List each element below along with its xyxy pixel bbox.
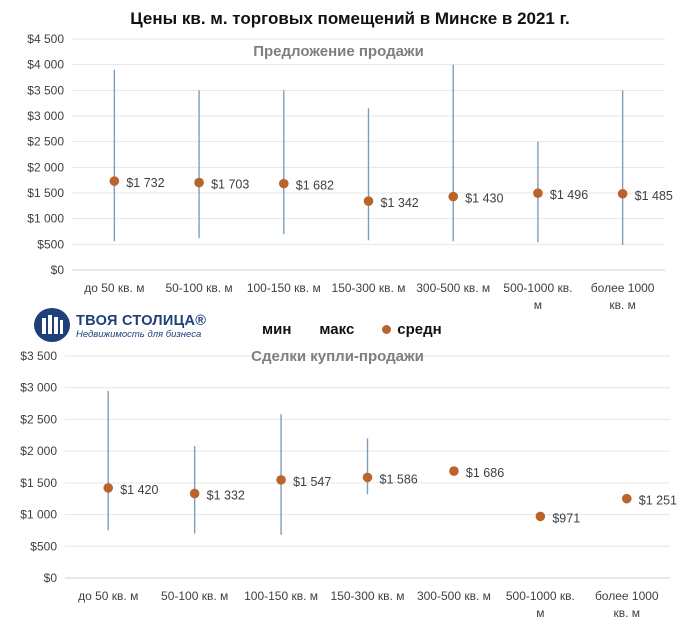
y-tick-label: $4 500	[27, 32, 64, 46]
x-tick-label: м	[536, 606, 544, 620]
y-tick-label: $1 500	[20, 476, 57, 490]
data-label: $1 586	[380, 472, 418, 486]
y-tick-label: $0	[51, 263, 65, 277]
y-tick-label: $2 500	[27, 135, 64, 149]
avg-marker	[535, 511, 546, 522]
data-label: $1 342	[381, 196, 419, 210]
legend-marker-dot	[382, 324, 392, 334]
y-tick-label: $2 500	[20, 412, 57, 426]
data-label: $971	[552, 511, 580, 525]
x-tick-label: кв. м	[614, 606, 641, 620]
avg-marker	[276, 475, 286, 485]
data-label: $1 732	[126, 176, 164, 190]
avg-marker	[103, 483, 114, 493]
building-icon	[34, 308, 70, 342]
x-tick-label: более 1000	[595, 589, 659, 603]
logo-name: ТВОЯ СТОЛИЦА®	[76, 313, 207, 329]
data-label: $1 496	[550, 188, 588, 202]
logo-tagline: Недвижимость для бизнеса	[76, 329, 202, 340]
avg-marker	[278, 178, 289, 189]
x-tick-label: 150-300 кв. м	[332, 281, 406, 295]
x-tick-label: до 50 кв. м	[84, 281, 144, 295]
data-label: $1 703	[211, 178, 249, 192]
avg-marker	[617, 188, 628, 199]
chart-legend: мин макс средн	[262, 318, 470, 340]
legend-item-avg: средн	[382, 320, 442, 338]
y-tick-label: $0	[44, 571, 58, 585]
x-tick-label: 100-150 кв. м	[244, 589, 318, 603]
y-tick-label: $3 000	[27, 109, 64, 123]
chart-deals: $0 $500 $1 000 $1 500 $2 000 $2 500 $3 000 $3 5…	[20, 348, 677, 620]
x-tick-label: 100-150 кв. м	[247, 281, 321, 295]
x-tick-label: 50-100 кв. м	[165, 281, 232, 295]
y-tick-label: $2 000	[20, 444, 57, 458]
y-tick-label: $3 000	[20, 381, 57, 395]
avg-marker	[189, 488, 200, 499]
avg-marker	[194, 177, 204, 188]
chart-title: Цены кв. м. торговых помещений в Минске …	[130, 9, 570, 28]
avg-marker	[449, 466, 459, 476]
x-tick-label: 500-1000 кв.	[503, 281, 572, 295]
avg-marker	[109, 176, 120, 186]
data-label: $1 332	[207, 489, 245, 503]
x-tick-label: более 1000	[591, 281, 655, 295]
data-label: $1 485	[635, 189, 673, 203]
y-tick-label: $4 000	[27, 58, 64, 72]
y-tick-label: $1 000	[27, 212, 64, 226]
x-tick-label: 500-1000 кв.	[506, 589, 575, 603]
x-tick-label: м	[534, 298, 542, 312]
x-tick-label: кв. м	[609, 298, 636, 312]
x-tick-label: 50-100 кв. м	[161, 589, 228, 603]
x-tick-label: 300-500 кв. м	[417, 589, 491, 603]
data-label: $1 682	[296, 179, 334, 193]
avg-marker	[362, 472, 373, 483]
avg-marker	[448, 191, 459, 202]
chart-subtitle: Сделки купли-продажи	[251, 348, 424, 365]
company-logo: ТВОЯ СТОЛИЦА® Недвижимость для бизнеса	[34, 308, 234, 342]
chart-subtitle: Предложение продажи	[253, 43, 424, 60]
legend-label: мин	[262, 320, 292, 338]
legend-label: средн	[397, 320, 442, 338]
y-tick-label: $1 500	[27, 186, 64, 200]
data-label: $1 430	[465, 192, 503, 206]
data-label: $1 547	[293, 475, 331, 489]
avg-marker	[363, 196, 374, 206]
legend-item-max: макс	[319, 321, 354, 338]
x-tick-label: 150-300 кв. м	[331, 589, 405, 603]
legend-label: макс	[319, 320, 355, 338]
x-tick-label: до 50 кв. м	[78, 589, 138, 603]
data-label: $1 686	[466, 466, 504, 480]
y-tick-label: $500	[37, 237, 64, 251]
chart-offer: $0 $500 $1 000 $1 500 $2 000 $2 500 $3 000 $3 5…	[27, 32, 673, 312]
y-tick-label: $3 500	[20, 349, 57, 363]
legend-item-min: мин	[262, 321, 291, 338]
avg-marker	[621, 493, 632, 504]
avg-marker	[533, 188, 543, 199]
data-label: $1 420	[120, 483, 158, 497]
x-tick-label: 300-500 кв. м	[416, 281, 490, 295]
y-tick-label: $3 500	[27, 83, 64, 97]
data-label: $1 251	[639, 494, 677, 508]
y-tick-label: $500	[30, 539, 57, 553]
y-tick-label: $1 000	[20, 508, 57, 522]
y-tick-label: $2 000	[27, 160, 64, 174]
